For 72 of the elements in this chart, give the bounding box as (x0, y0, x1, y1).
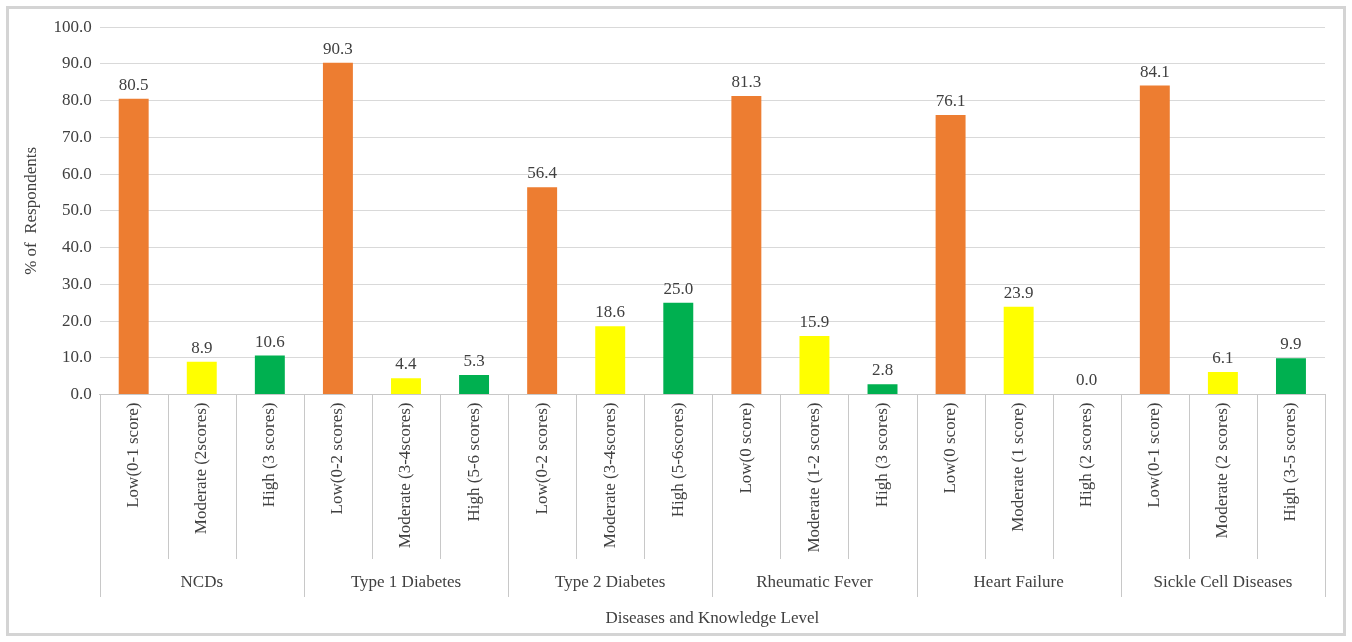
y-tick-label: 100.0 (53, 16, 92, 36)
bar (799, 336, 830, 394)
data-label: 84.1 (1139, 61, 1170, 81)
bar (867, 384, 898, 394)
y-axis-title: % of Respondents (20, 146, 40, 275)
bar (1139, 85, 1170, 394)
text: Type 2 Diabetes (555, 572, 666, 592)
y-tick-label: 90.0 (61, 53, 92, 73)
x-tick-label: High (2 scores) (1076, 402, 1096, 508)
x-tick-label: Low(0-2 scores) (327, 402, 347, 515)
data-label: 15.9 (799, 312, 830, 332)
data-label: 81.3 (731, 71, 762, 91)
text: Rheumatic Fever (756, 572, 874, 592)
y-tick-label: 50.0 (61, 200, 92, 220)
bar (459, 375, 490, 394)
data-label: 90.3 (323, 38, 353, 58)
x-tick-label: Low(0-1 score) (1144, 402, 1164, 508)
bar (254, 355, 285, 394)
bar (1275, 358, 1306, 394)
x-tick-label: Low(0 score) (735, 402, 755, 494)
data-label: 0.0 (1076, 370, 1098, 390)
data-label: 80.5 (118, 74, 149, 94)
bar (186, 361, 217, 394)
data-label: 9.9 (1280, 334, 1302, 354)
text: Heart Failure (973, 572, 1064, 592)
text: NCDs (180, 572, 224, 592)
x-tick-label: Moderate (1 score) (1008, 402, 1028, 532)
x-tick-label: Low(0-2 scores) (531, 402, 551, 515)
bar (663, 302, 694, 394)
data-label: 25.0 (663, 278, 694, 298)
bar (1003, 306, 1034, 394)
y-tick-label: 20.0 (61, 310, 92, 330)
x-axis-title: Diseases and Knowledge Level (605, 608, 820, 628)
y-tick-label: 60.0 (61, 163, 92, 183)
bar (118, 98, 149, 394)
x-tick-label: High (5-6scores) (667, 402, 687, 518)
bar (595, 326, 626, 394)
y-tick-label: 40.0 (61, 237, 92, 257)
x-tick-label: Moderate (1-2 scores) (803, 402, 823, 553)
bar (391, 378, 421, 394)
bar (731, 95, 762, 394)
data-label: 18.6 (595, 302, 626, 322)
text: Type 1 Diabetes (350, 572, 462, 592)
x-tick-label: Moderate (2scores) (191, 402, 211, 535)
data-label: 6.1 (1212, 348, 1234, 368)
x-tick-label: High (3 scores) (871, 402, 891, 508)
text: Sickle Cell Diseases (1153, 572, 1293, 592)
data-label: 5.3 (463, 351, 485, 370)
bar (322, 62, 353, 394)
bar (935, 114, 966, 394)
y-tick-label: 10.0 (61, 347, 92, 367)
y-tick-label: 70.0 (61, 126, 92, 146)
data-label: 56.4 (527, 163, 558, 183)
data-label: 76.1 (935, 90, 966, 110)
x-tick-label: High (3-5 scores) (1280, 402, 1300, 522)
y-tick-label: 30.0 (61, 273, 92, 293)
data-label: 2.8 (871, 360, 894, 380)
bar (527, 187, 558, 394)
x-tick-label: Moderate (2 scores) (1212, 402, 1232, 539)
data-label: 23.9 (1003, 282, 1034, 302)
data-label: 8.9 (191, 337, 213, 357)
x-tick-label: Low(0 score) (940, 402, 960, 494)
bar (1207, 372, 1238, 394)
x-tick-label: High (5-6 scores) (463, 402, 483, 522)
x-tick-label: Low(0-1 score) (123, 402, 143, 508)
x-tick-label: Moderate (3-4scores) (395, 402, 415, 549)
x-tick-label: High (3 scores) (259, 402, 279, 508)
data-label: 4.4 (395, 354, 418, 374)
x-tick-label: Moderate (3-4scores) (599, 402, 619, 549)
data-label: 10.6 (254, 331, 285, 351)
y-tick-label: 0.0 (70, 383, 92, 403)
y-tick-label: 80.0 (61, 90, 92, 110)
